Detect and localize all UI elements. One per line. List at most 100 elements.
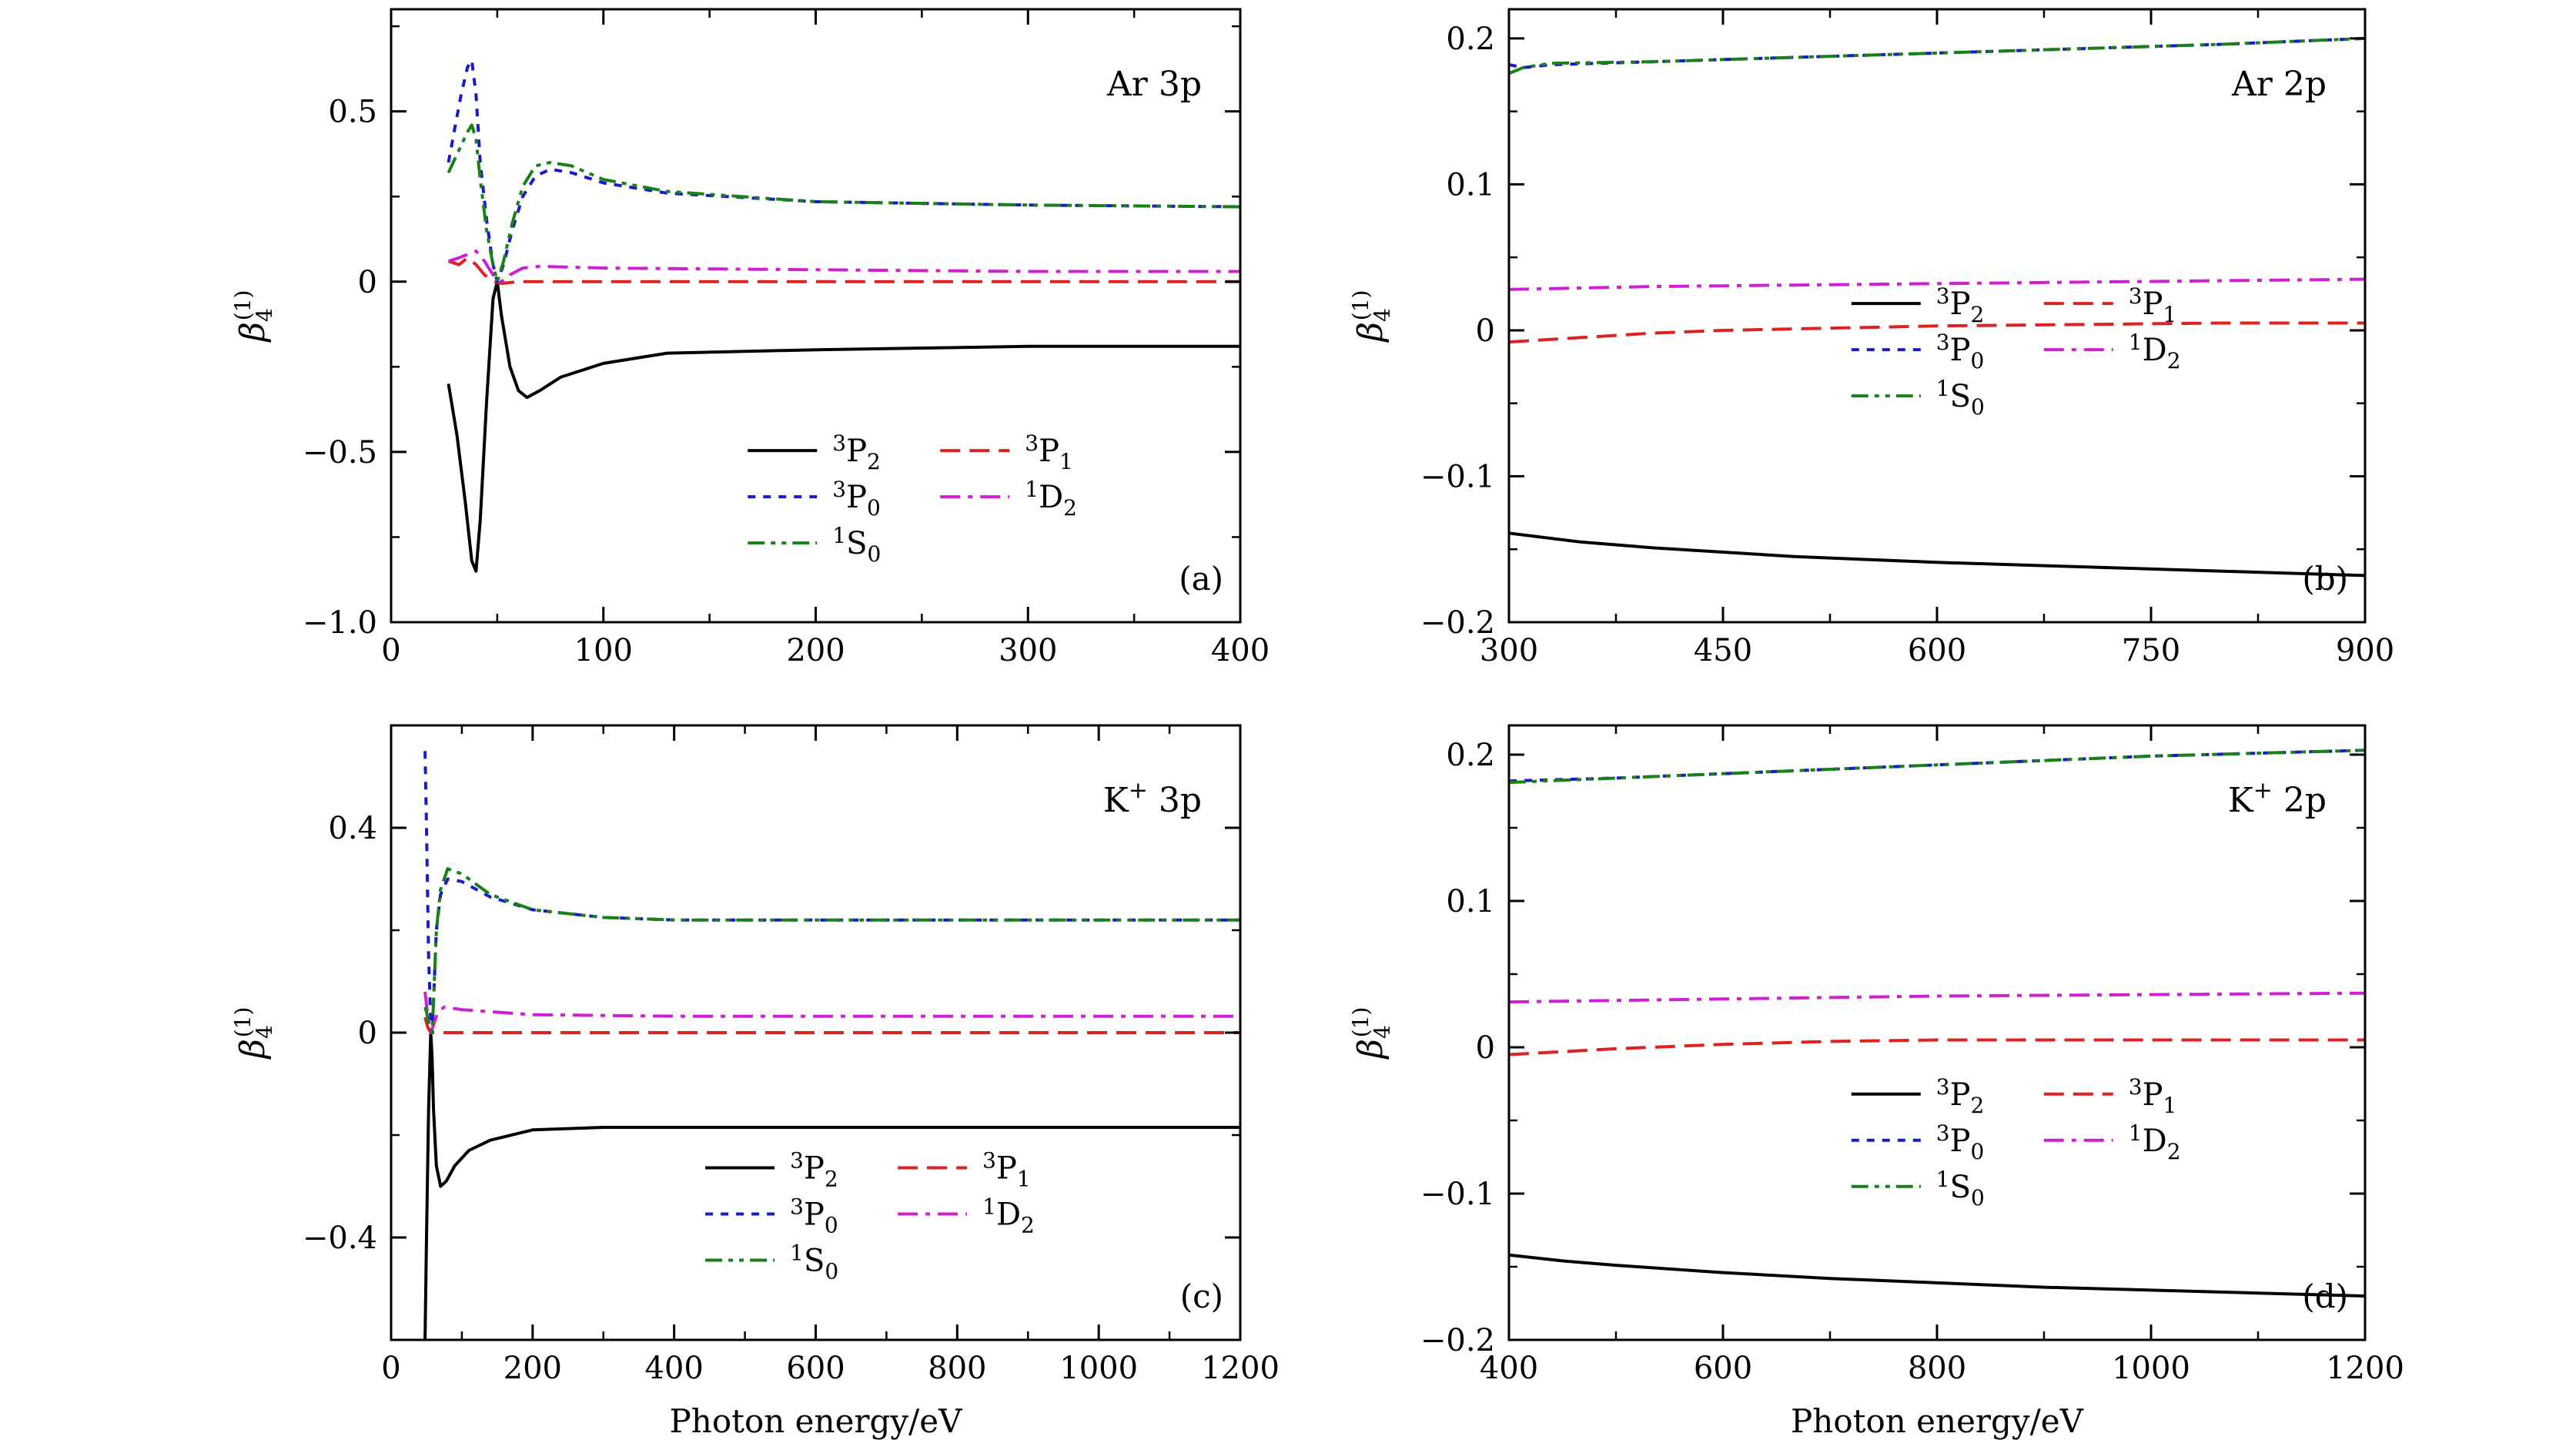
legend: 3P2 3P1 3P0 1D2 1S0 — [1851, 283, 2181, 420]
series-line-3P1 — [447, 256, 1240, 285]
x-tick-label: 1200 — [1201, 1351, 1280, 1386]
legend-label-3P1: 3P1 — [1025, 430, 1073, 474]
x-tick-label: 200 — [503, 1351, 562, 1386]
x-tick-label: 1000 — [2112, 1351, 2190, 1386]
x-tick-label: 400 — [1480, 1351, 1538, 1386]
x-tick-label: 400 — [644, 1351, 703, 1386]
y-tick-label: 0.4 — [328, 811, 377, 846]
legend-label-3P0: 3P0 — [1936, 1120, 1985, 1164]
panel-label: (c) — [1180, 1278, 1223, 1315]
legend-label-3P1: 3P1 — [2129, 1074, 2177, 1118]
legend-label-1D2: 1D2 — [2129, 330, 2181, 373]
x-tick-label: 800 — [928, 1351, 986, 1386]
legend-label-3P0: 3P0 — [1936, 330, 1985, 373]
series-line-3P0 — [447, 59, 1240, 283]
x-tick-label: 300 — [999, 633, 1057, 668]
legend: 3P2 3P1 3P0 1D2 1S0 — [748, 430, 1077, 567]
series-group — [423, 751, 1240, 1340]
legend-label-1D2: 1D2 — [1025, 477, 1077, 521]
panel-label: (b) — [2302, 560, 2348, 598]
y-tick-label: 0 — [358, 1016, 377, 1051]
series-line-1S0 — [1509, 36, 2365, 75]
legend-label-1S0: 1S0 — [1936, 376, 1985, 420]
series-line-3P2 — [1509, 531, 2365, 578]
legend: 3P2 3P1 3P0 1D2 1S0 — [1851, 1074, 2181, 1211]
series-line-3P2 — [447, 280, 1240, 573]
legend-label-3P2: 3P2 — [832, 430, 881, 474]
x-tick-label: 0 — [381, 1351, 400, 1386]
legend-label-1S0: 1S0 — [790, 1241, 838, 1284]
series-line-3P0 — [1509, 36, 2365, 69]
series-line-1D2 — [447, 249, 1240, 283]
legend: 3P2 3P1 3P0 1D2 1S0 — [705, 1148, 1035, 1284]
y-tick-label: 0.2 — [1446, 22, 1495, 57]
panel-title: K+ 2p — [2228, 777, 2327, 820]
series-line-3P2 — [1509, 1253, 2365, 1298]
panel-c: 0 200 400 600 800 1000 1200 −0.4 0 0.4 β4(1) Photon… — [230, 724, 1280, 1440]
y-axis-label: β4(1) — [1348, 290, 1395, 343]
series-line-3P0 — [423, 751, 1240, 1034]
legend-label-3P2: 3P2 — [1936, 283, 1985, 327]
y-axis-label: β4(1) — [1348, 1007, 1395, 1060]
legend-label-3P1: 3P1 — [982, 1148, 1031, 1192]
y-tick-label: −0.2 — [1420, 605, 1495, 641]
x-tick-label: 450 — [1694, 633, 1752, 668]
x-tick-label: 600 — [1908, 633, 1966, 668]
panel-b: 300 450 600 750 900 −0.2 −0.1 0 0.1 0.2 β4(1) Ar 2p… — [1348, 8, 2394, 668]
series-line-1S0 — [423, 867, 1240, 1034]
x-tick-label: 100 — [574, 633, 633, 668]
x-tick-label: 0 — [381, 633, 400, 668]
panel-d: 400 600 800 1000 1200 −0.2 −0.1 0 0.1 0.2 β4(1) Pho… — [1348, 724, 2404, 1440]
y-tick-label: −1.0 — [303, 605, 377, 641]
series-group — [1509, 748, 2365, 1298]
x-tick-label: 900 — [2336, 633, 2394, 668]
y-axis-label: β4(1) — [230, 290, 277, 343]
legend-label-1S0: 1S0 — [832, 523, 881, 567]
legend-label-3P0: 3P0 — [790, 1194, 838, 1238]
legend-label-3P2: 3P2 — [1936, 1074, 1985, 1118]
y-axis-label: β4(1) — [230, 1007, 277, 1060]
x-tick-label: 750 — [2122, 633, 2180, 668]
y-tick-label: 0.1 — [1446, 167, 1495, 203]
x-tick-label: 200 — [786, 633, 845, 668]
x-tick-label: 600 — [1694, 1351, 1752, 1386]
legend-label-1S0: 1S0 — [1936, 1167, 1985, 1211]
y-tick-label: 0.1 — [1446, 884, 1495, 919]
y-tick-label: 0.2 — [1446, 738, 1495, 773]
series-line-1D2 — [1509, 277, 2365, 291]
x-tick-label: 800 — [1908, 1351, 1966, 1386]
series-line-3P1 — [1509, 1038, 2365, 1057]
x-tick-label: 1200 — [2326, 1351, 2404, 1386]
x-tick-label: 300 — [1480, 633, 1538, 668]
series-group — [447, 59, 1240, 573]
series-line-1D2 — [1509, 991, 2365, 1004]
y-tick-label: 0 — [1476, 313, 1495, 349]
y-tick-label: −0.4 — [303, 1221, 377, 1256]
legend-label-3P2: 3P2 — [790, 1148, 838, 1192]
series-line-3P2 — [423, 1031, 1240, 1340]
series-line-1D2 — [423, 991, 1240, 1034]
y-tick-label: 0 — [1476, 1030, 1495, 1066]
legend-label-3P0: 3P0 — [832, 477, 881, 521]
y-tick-label: −0.2 — [1420, 1323, 1495, 1358]
y-tick-label: 0.5 — [328, 95, 377, 130]
y-tick-label: −0.1 — [1420, 459, 1495, 494]
x-tick-label: 1000 — [1059, 1351, 1138, 1386]
series-line-3P1 — [1509, 321, 2365, 344]
series-group — [1509, 36, 2365, 578]
legend-label-1D2: 1D2 — [982, 1194, 1035, 1238]
panel-title: K+ 3p — [1103, 777, 1202, 820]
legend-label-1D2: 1D2 — [2129, 1120, 2181, 1164]
panel-label: (d) — [2302, 1278, 2348, 1315]
legend-label-3P1: 3P1 — [2129, 283, 2177, 327]
y-tick-label: −0.5 — [303, 435, 377, 471]
series-line-1S0 — [447, 123, 1240, 283]
x-axis-title: Photon energy/eV — [1791, 1402, 2084, 1440]
panel-title: Ar 3p — [1106, 65, 1202, 104]
panel-a: 0 100 200 300 400 −1.0 −0.5 0 0.5 β4(1) Ar 3p (a) 3P… — [230, 8, 1270, 668]
panel-label: (a) — [1179, 560, 1223, 598]
series-line-1S0 — [1509, 748, 2365, 785]
x-tick-label: 400 — [1211, 633, 1270, 668]
y-tick-label: −0.1 — [1420, 1177, 1495, 1212]
